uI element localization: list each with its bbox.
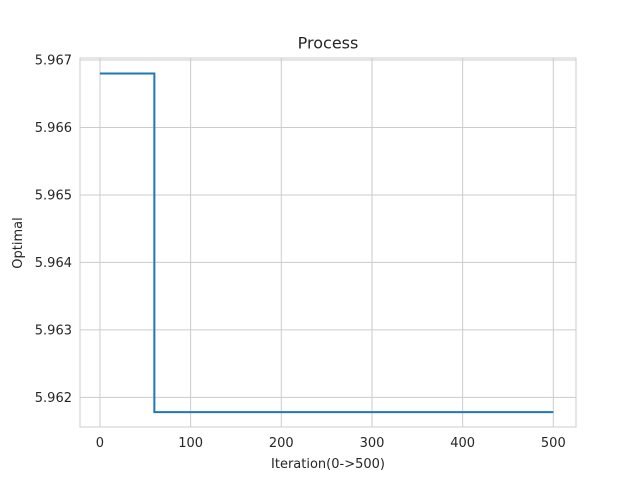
- y-axis-label: Optimal: [11, 217, 26, 268]
- y-tick-label: 5.967: [35, 54, 72, 69]
- x-tick-label: 200: [269, 436, 294, 451]
- x-tick-label: 100: [178, 436, 203, 451]
- series-layer: [99, 72, 554, 414]
- y-tick-labels: 5.962 5.963 5.964 5.965 5.966 5.967: [35, 54, 72, 406]
- grid: [80, 58, 576, 427]
- x-tick-labels: 0 100 200 300 400 500: [96, 436, 566, 451]
- x-tick-label: 400: [450, 436, 475, 451]
- y-tick-label: 5.964: [35, 256, 72, 271]
- plot-frame: [79, 57, 577, 428]
- y-tick-label: 5.962: [35, 391, 72, 406]
- x-tick-label: 500: [541, 436, 566, 451]
- y-tick-label: 5.965: [35, 188, 72, 203]
- y-tick-label: 5.966: [35, 121, 72, 136]
- y-tick-label: 5.963: [35, 323, 72, 338]
- x-tick-label: 300: [360, 436, 385, 451]
- chart-title: Process: [298, 34, 359, 53]
- x-tick-label: 0: [96, 436, 104, 451]
- x-axis-label: Iteration(0->500): [271, 457, 385, 472]
- series-line: [99, 72, 554, 414]
